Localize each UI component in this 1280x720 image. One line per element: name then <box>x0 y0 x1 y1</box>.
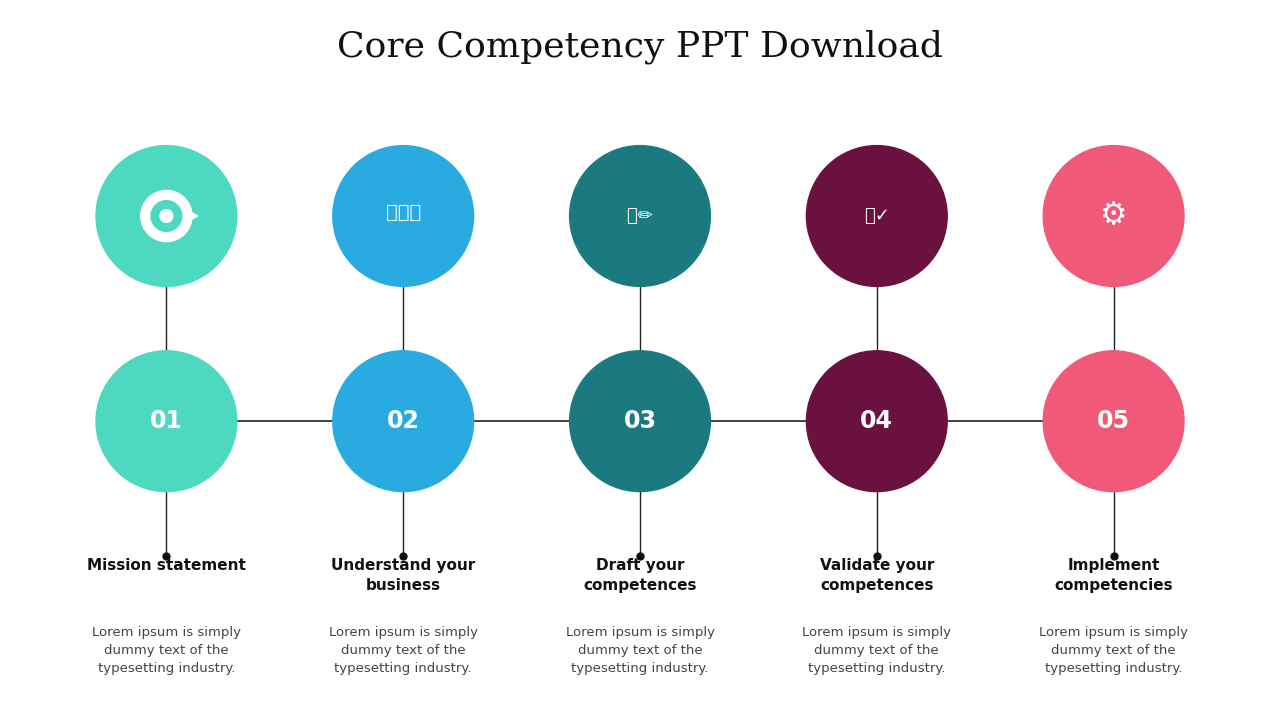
Text: 02: 02 <box>387 409 420 433</box>
Text: ⚙️: ⚙️ <box>1100 202 1128 230</box>
Ellipse shape <box>96 351 237 492</box>
Ellipse shape <box>1043 351 1184 492</box>
Ellipse shape <box>128 178 205 254</box>
Ellipse shape <box>570 351 710 492</box>
Text: Mission statement: Mission statement <box>87 558 246 573</box>
Text: Implement
competencies: Implement competencies <box>1055 558 1172 593</box>
Text: Draft your
competences: Draft your competences <box>584 558 696 593</box>
Text: 03: 03 <box>623 409 657 433</box>
Text: 🗒✓: 🗒✓ <box>864 207 890 225</box>
Text: Lorem ipsum is simply
dummy text of the
typesetting industry.: Lorem ipsum is simply dummy text of the … <box>566 626 714 675</box>
Ellipse shape <box>333 351 474 492</box>
Text: Lorem ipsum is simply
dummy text of the
typesetting industry.: Lorem ipsum is simply dummy text of the … <box>803 626 951 675</box>
Text: ⛹⛹⛹: ⛹⛹⛹ <box>385 203 421 222</box>
Text: 04: 04 <box>860 409 893 433</box>
Ellipse shape <box>96 145 237 287</box>
Ellipse shape <box>570 145 710 287</box>
Ellipse shape <box>333 145 474 287</box>
Ellipse shape <box>1043 145 1184 287</box>
Text: 01: 01 <box>150 409 183 433</box>
Text: Lorem ipsum is simply
dummy text of the
typesetting industry.: Lorem ipsum is simply dummy text of the … <box>1039 626 1188 675</box>
Text: 📄✏️: 📄✏️ <box>627 207 653 225</box>
Ellipse shape <box>806 351 947 492</box>
Text: Lorem ipsum is simply
dummy text of the
typesetting industry.: Lorem ipsum is simply dummy text of the … <box>92 626 241 675</box>
Text: Lorem ipsum is simply
dummy text of the
typesetting industry.: Lorem ipsum is simply dummy text of the … <box>329 626 477 675</box>
Text: 05: 05 <box>1097 409 1130 433</box>
Ellipse shape <box>141 190 192 242</box>
Text: Core Competency PPT Download: Core Competency PPT Download <box>337 30 943 64</box>
Ellipse shape <box>160 210 173 222</box>
Ellipse shape <box>806 145 947 287</box>
Text: Understand your
business: Understand your business <box>332 558 475 593</box>
Text: Validate your
competences: Validate your competences <box>819 558 934 593</box>
Ellipse shape <box>151 201 182 231</box>
